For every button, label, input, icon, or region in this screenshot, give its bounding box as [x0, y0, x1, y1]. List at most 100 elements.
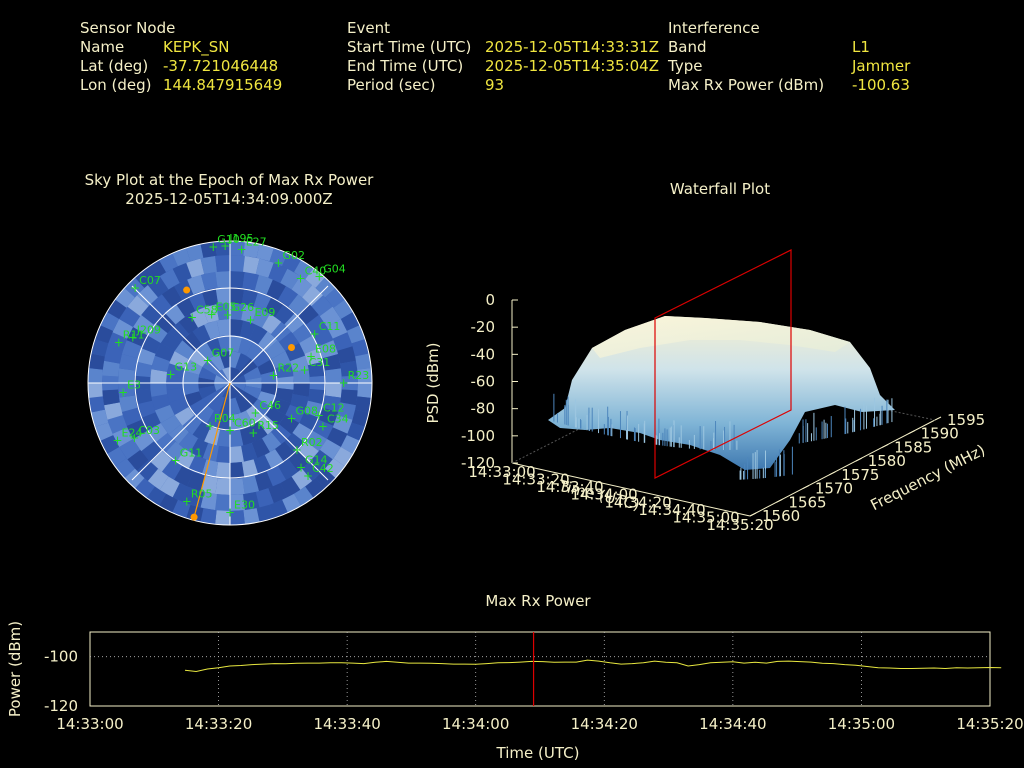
sky-heat-cell	[240, 358, 258, 375]
sky-heat-cell	[297, 441, 319, 463]
sky-heat-cell	[268, 483, 288, 504]
sky-heat-cell	[291, 276, 313, 298]
sky-plot: +C07+G10+J195+E27+G02+C40+G04+C58+E05+G2…	[87, 232, 373, 526]
sky-heat-cell	[290, 355, 309, 372]
sky-heat-cell	[119, 439, 141, 460]
sky-heat-cell	[182, 331, 202, 351]
sky-heat-cell	[243, 508, 260, 525]
sky-heat-cell	[230, 319, 244, 336]
max-rx-y-tick-label: -100	[44, 648, 78, 666]
sky-heat-cell	[119, 306, 141, 327]
sky-heat-cell	[102, 360, 120, 377]
sky-heat-cell	[214, 375, 230, 383]
sky-heat-cell	[136, 459, 158, 482]
waterfall-z-tick-label: 0	[485, 291, 495, 309]
sky-heat-cell	[150, 450, 172, 472]
satellite-plus-marker: +	[128, 331, 138, 345]
sky-heat-cell	[174, 340, 195, 359]
sky-heat-cell	[319, 439, 341, 460]
sky-heat-cell	[253, 455, 272, 475]
sky-heat-cell	[216, 430, 230, 447]
interference-heading: Interference	[668, 19, 760, 37]
satellite-plus-marker: +	[203, 354, 213, 368]
waterfall-time-tick-label: 14:33:40	[536, 478, 603, 496]
sky-heat-cell	[243, 367, 262, 381]
waterfall-z-tick-label: -120	[461, 454, 495, 472]
sky-heat-cell	[182, 383, 200, 396]
sky-heat-cell	[275, 363, 294, 378]
satellite-plus-marker: +	[318, 419, 328, 433]
sky-heat-cell	[88, 396, 105, 413]
max-rx-x-tick-label: 14:34:40	[699, 715, 766, 733]
sky-heat-cell	[160, 415, 181, 435]
satellite-label: R11	[123, 329, 145, 342]
sky-heat-cell	[161, 459, 182, 480]
event-end-value: 2025-12-05T14:35:04Z	[485, 57, 659, 75]
satellite-label: G14	[305, 454, 328, 467]
sky-heat-cell	[243, 492, 260, 511]
sky-heat-cell	[126, 419, 147, 439]
satellite-plus-marker: +	[225, 505, 235, 519]
max-rx-y-tick-label: -120	[44, 697, 78, 715]
satellite-label: G07	[212, 347, 235, 360]
satellite-plus-marker: +	[223, 308, 233, 322]
sky-heat-cell	[215, 478, 230, 495]
satellite-plus-marker: +	[300, 363, 310, 377]
interference-marker	[190, 513, 198, 521]
sky-heat-cell	[107, 332, 128, 351]
sky-heat-cell	[238, 336, 254, 356]
satellite-label: C60	[234, 416, 256, 429]
sky-heat-cell	[230, 478, 245, 495]
waterfall-noise-spikes	[553, 393, 893, 480]
sky-heat-cell	[216, 319, 230, 336]
satellite-label: G02	[282, 249, 305, 262]
sky-heat-cell	[222, 383, 230, 399]
max-rx-x-tick-label: 14:35:00	[828, 715, 895, 733]
waterfall-time-tick-label: 14:34:00	[570, 486, 637, 504]
sky-heat-cell	[198, 385, 217, 399]
sky-heat-cell	[355, 396, 372, 413]
sky-heat-cell	[249, 421, 268, 442]
waterfall-frequency-tick	[881, 443, 889, 448]
sky-heat-cell	[230, 351, 241, 368]
sky-heat-cell	[242, 475, 259, 494]
sky-heat-cell	[127, 449, 149, 471]
satellite-plus-marker: +	[306, 350, 316, 364]
sky-heat-cell	[304, 400, 324, 419]
sky-heat-cell	[133, 431, 154, 452]
waterfall-time-tick-label: 14:33:20	[502, 471, 569, 489]
sky-heat-cell	[241, 443, 258, 462]
waterfall-z-tick-label: -100	[461, 427, 495, 445]
interference-marker	[183, 286, 191, 294]
waterfall-frequency-tick	[749, 512, 757, 517]
sky-heat-cell	[230, 413, 243, 431]
sky-heat-cell	[302, 284, 324, 307]
satellite-label: R15	[257, 419, 279, 432]
sky-heat-cell	[235, 352, 251, 371]
satellite-plus-marker: +	[129, 431, 139, 445]
satellite-label: E30	[234, 498, 255, 511]
sky-heat-cell	[182, 415, 202, 435]
waterfall-z-ticks: 0 -20 -40 -60 -80 -100 -120	[461, 291, 518, 472]
max-rx-grid	[90, 632, 990, 706]
sky-heat-cell	[202, 358, 220, 375]
max-rx-power-series	[184, 659, 1002, 673]
sky-heat-cell	[204, 426, 220, 446]
waterfall-frequency-tick-label: 1580	[868, 452, 906, 470]
waterfall-frequency-tick-label: 1595	[947, 411, 985, 429]
sky-heat-cell	[215, 271, 230, 288]
sky-heat-cell	[275, 441, 296, 463]
sky-heat-cell	[253, 291, 272, 311]
satellite-plus-marker: +	[182, 495, 192, 509]
sky-heat-cell	[215, 255, 230, 272]
sky-heat-cell	[230, 383, 238, 399]
sky-heat-cell	[126, 327, 147, 347]
satellite-plus-marker: +	[286, 412, 296, 426]
sky-heat-cell	[278, 459, 299, 480]
sky-heat-cell	[178, 432, 198, 453]
satellite-label: C40	[305, 264, 327, 277]
sky-heat-cell	[201, 475, 218, 494]
sky-heat-cell	[107, 415, 128, 434]
satellite-label: R02	[301, 436, 323, 449]
